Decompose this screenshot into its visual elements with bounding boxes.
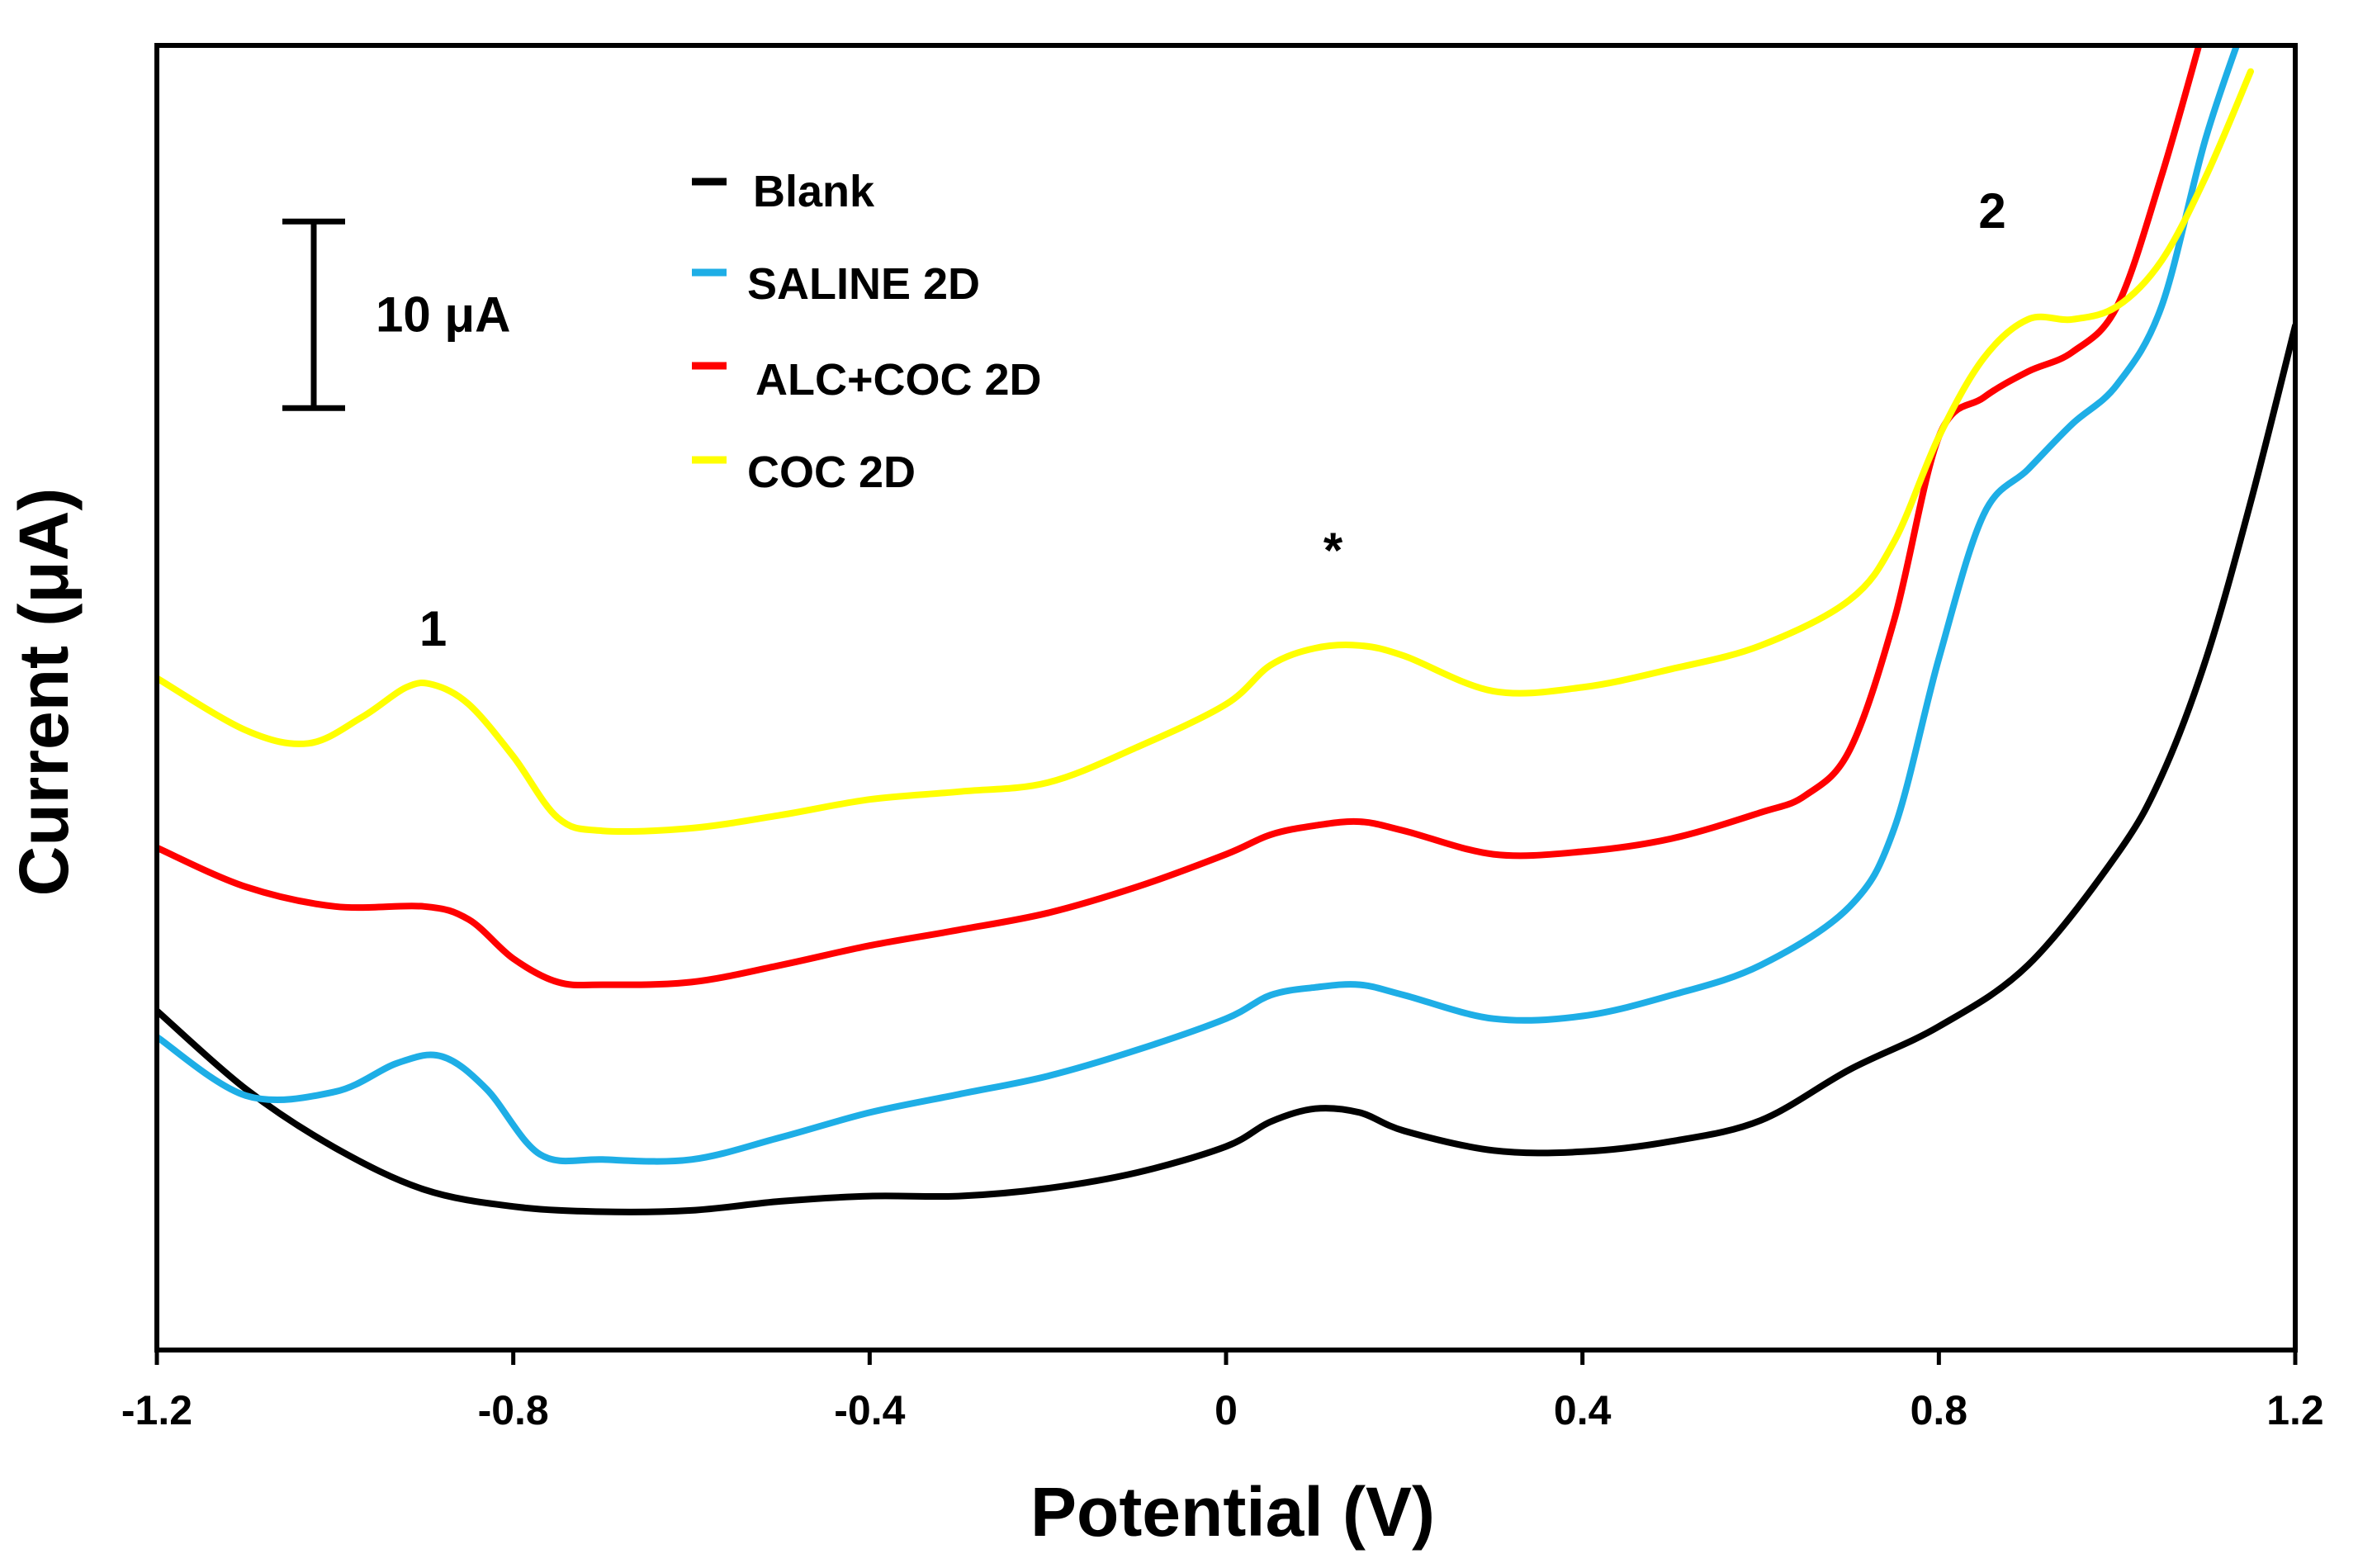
series-line-saline-2d — [157, 45, 2241, 1165]
annotation-peak-1: 1 — [419, 601, 447, 656]
x-tick-label: 0.8 — [1911, 1387, 1968, 1433]
x-ticks: -1.2 -0.8 -0.4 0 0.4 0.8 1.2 — [121, 1350, 2324, 1433]
legend: Blank SALINE 2D ALC+COC 2D COC 2D — [692, 167, 1042, 497]
y-axis-title: Current (μA) — [5, 488, 83, 897]
annotation-peak-2: 2 — [1978, 183, 2005, 239]
series-line-alc-coc-2d — [157, 45, 2203, 988]
annotations: 1 * 2 — [419, 183, 2006, 656]
x-tick-label: -0.4 — [834, 1387, 905, 1433]
x-tick-label: 0 — [1215, 1387, 1238, 1433]
series-line-blank — [157, 322, 2295, 1215]
series-layer — [157, 45, 2295, 1215]
x-axis-title: Potential (V) — [1030, 1473, 1435, 1551]
legend-label-saline: SALINE 2D — [747, 259, 980, 309]
x-tick-label: -0.8 — [478, 1387, 549, 1433]
legend-label-blank: Blank — [753, 167, 875, 216]
series-line-coc-2d — [157, 68, 2254, 836]
x-tick-label: -1.2 — [121, 1387, 192, 1433]
scale-bar: 10 μA — [282, 218, 510, 411]
x-tick-label: 1.2 — [2266, 1387, 2324, 1433]
x-tick-label: 0.4 — [1554, 1387, 1612, 1433]
annotation-peak-star: * — [1323, 523, 1343, 578]
legend-label-alc-coc: ALC+COC 2D — [755, 355, 1042, 405]
legend-label-coc: COC 2D — [747, 448, 916, 497]
scale-bar-label: 10 μA — [376, 287, 510, 342]
